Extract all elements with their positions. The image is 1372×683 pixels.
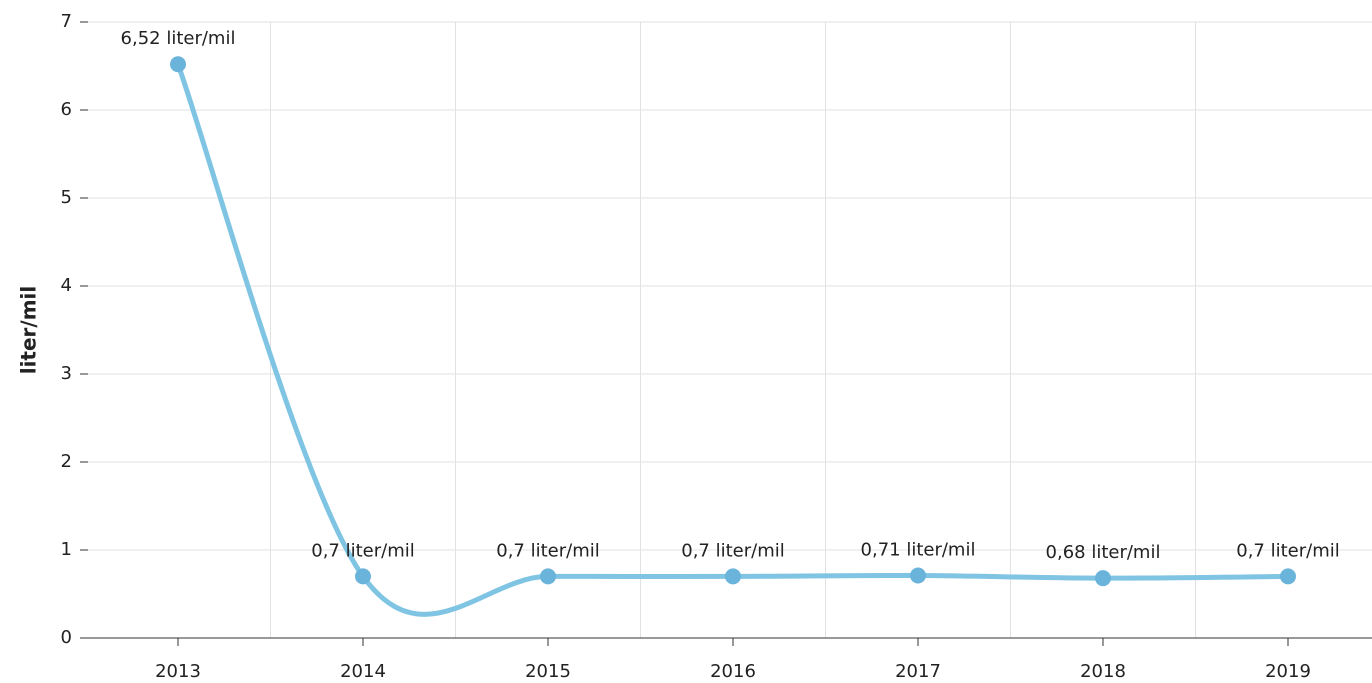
x-tick-label: 2013 (155, 661, 201, 682)
x-tick-label: 2014 (340, 661, 386, 682)
y-tick-label: 1 (61, 539, 72, 560)
y-tick-label: 3 (61, 363, 72, 384)
data-label: 0,7 liter/mil (1236, 540, 1339, 561)
data-label: 0,7 liter/mil (681, 540, 784, 561)
data-point (170, 56, 186, 73)
data-label: 6,52 liter/mil (121, 28, 236, 49)
data-point (355, 568, 371, 585)
x-tick-label: 2016 (710, 661, 756, 682)
data-point (1095, 570, 1111, 587)
data-point (725, 568, 741, 585)
x-tick-label: 2015 (525, 661, 571, 682)
y-tick-label: 5 (61, 187, 72, 208)
y-tick-label: 6 (61, 99, 72, 120)
series-line (175, 61, 1291, 617)
data-point (540, 568, 556, 585)
data-label: 0,71 liter/mil (861, 540, 976, 561)
y-tick-label: 4 (61, 275, 72, 296)
y-tick-label: 7 (61, 11, 72, 32)
x-tick-label: 2017 (895, 661, 941, 682)
y-tick-label: 2 (61, 451, 72, 472)
data-point (1280, 568, 1296, 585)
data-label: 0,68 liter/mil (1046, 542, 1161, 563)
data-label: 0,7 liter/mil (311, 540, 414, 561)
x-tick-label: 2019 (1265, 661, 1311, 682)
y-axis-label: liter/mil (17, 286, 41, 375)
x-tick-label: 2018 (1080, 661, 1126, 682)
data-point (910, 567, 926, 584)
y-tick-label: 0 (61, 627, 72, 648)
data-label: 0,7 liter/mil (496, 540, 599, 561)
